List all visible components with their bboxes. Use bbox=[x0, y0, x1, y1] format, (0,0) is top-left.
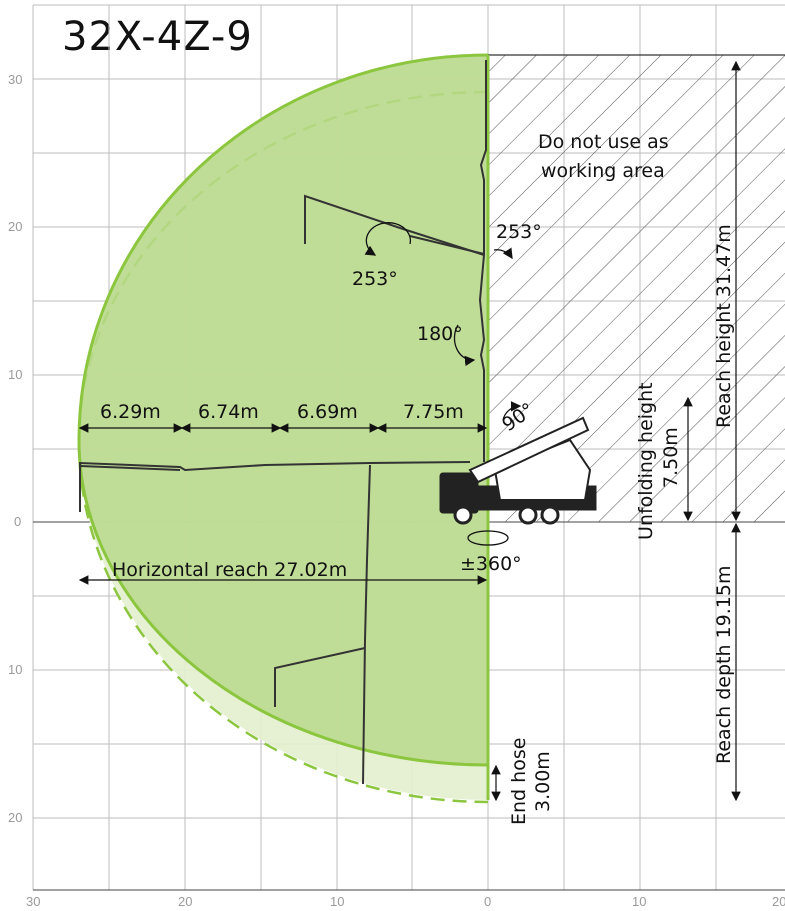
unfolding-height-value: 7.50m bbox=[660, 427, 682, 488]
x-tick: 0 bbox=[484, 894, 491, 909]
boom-folded-upper bbox=[304, 194, 485, 256]
y-tick: 10 bbox=[8, 662, 22, 677]
reach-height-label: Reach height 31.47m bbox=[713, 224, 735, 428]
boom-horizontal bbox=[79, 461, 471, 512]
y-tick: 20 bbox=[8, 219, 22, 234]
segment-3-label: 6.69m bbox=[297, 401, 358, 423]
diagram-title: 32X-4Z-9 bbox=[62, 14, 253, 60]
segment-2-label: 6.74m bbox=[198, 401, 259, 423]
no-use-label-2: working area bbox=[541, 160, 665, 182]
segment-4-label: 7.75m bbox=[403, 401, 464, 423]
left-axis: 30 20 10 0 10 20 bbox=[8, 72, 22, 825]
boom-vertical bbox=[478, 60, 487, 462]
unfolding-height-label: Unfolding height bbox=[635, 382, 657, 540]
horizontal-reach-label: Horizontal reach 27.02m bbox=[112, 559, 347, 581]
end-hose-label: End hose bbox=[508, 738, 530, 825]
boom-down bbox=[274, 464, 371, 785]
reach-depth-label: Reach depth 19.15m bbox=[713, 566, 735, 764]
x-tick: 10 bbox=[632, 894, 646, 909]
angle-180: 180° bbox=[417, 323, 463, 345]
segment-dims bbox=[78, 60, 741, 802]
x-tick: 20 bbox=[772, 894, 785, 909]
y-tick: 0 bbox=[14, 514, 21, 529]
no-use-label-1: Do not use as bbox=[538, 131, 669, 153]
truck bbox=[439, 416, 597, 525]
inner-envelope bbox=[79, 55, 488, 765]
angle-253-left: 253° bbox=[352, 268, 398, 290]
angle-253-right: 253° bbox=[496, 221, 542, 243]
rotation-arrows bbox=[364, 222, 522, 546]
x-tick: 30 bbox=[26, 894, 40, 909]
angle-360: ±360° bbox=[460, 553, 522, 575]
y-tick: 10 bbox=[8, 367, 22, 382]
bottom-axis: 30 20 10 0 10 20 bbox=[26, 894, 785, 909]
y-tick: 20 bbox=[8, 810, 22, 825]
end-hose-value: 3.00m bbox=[532, 751, 554, 812]
y-tick: 30 bbox=[8, 72, 22, 87]
x-tick: 10 bbox=[330, 894, 344, 909]
segment-1-label: 6.29m bbox=[100, 401, 161, 423]
x-tick: 20 bbox=[178, 894, 192, 909]
